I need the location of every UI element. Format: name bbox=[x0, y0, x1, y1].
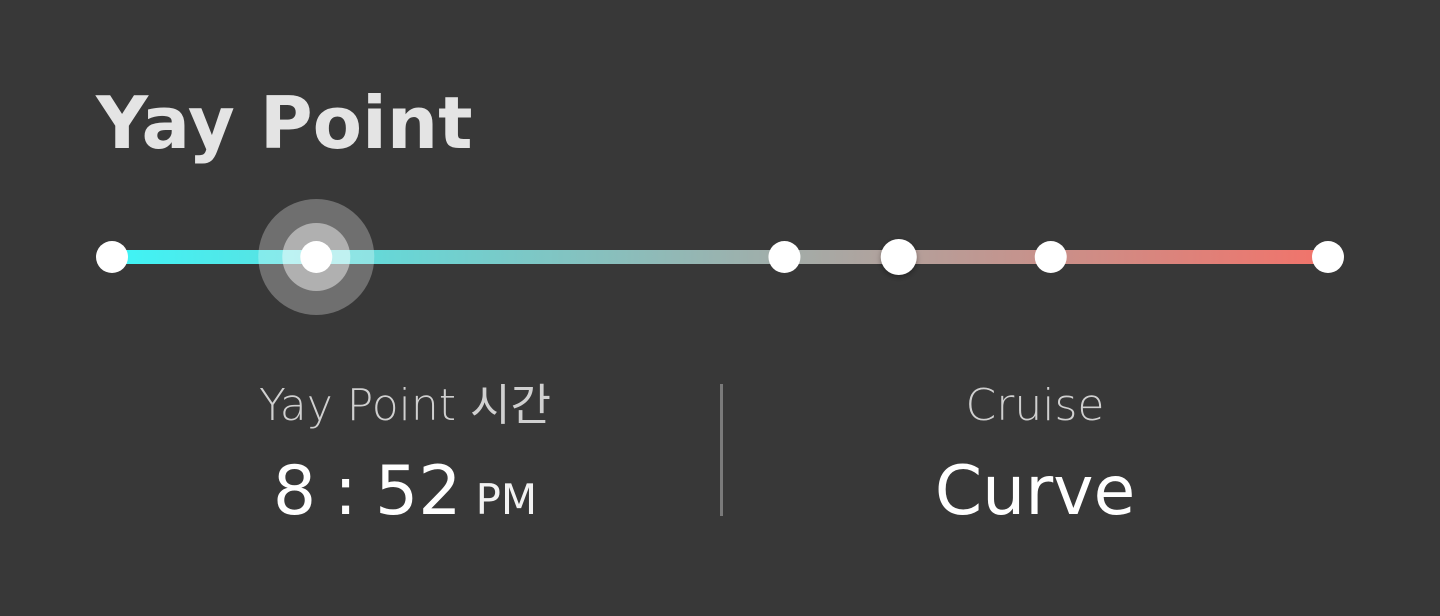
timeline-node-6[interactable] bbox=[1312, 241, 1344, 273]
timeline-node-4[interactable] bbox=[880, 239, 917, 275]
yay-point-time-label: Yay Point 시간 bbox=[258, 380, 551, 431]
info-divider bbox=[720, 384, 723, 516]
yay-point-time-block: Yay Point 시간 8:52 PM bbox=[200, 376, 610, 540]
timeline-node-3[interactable] bbox=[768, 241, 801, 273]
selected-node-dot[interactable] bbox=[300, 241, 333, 273]
time-ampm: PM bbox=[475, 475, 538, 524]
time-hour: 8 bbox=[272, 452, 317, 531]
page-title: Yay Point bbox=[96, 81, 473, 165]
cruise-block: Cruise Curve bbox=[840, 376, 1230, 532]
time-minute: 52 bbox=[375, 452, 462, 531]
cruise-value: Curve bbox=[934, 452, 1136, 531]
cruise-label: Cruise bbox=[965, 380, 1105, 431]
timeline-track[interactable] bbox=[112, 250, 1328, 264]
yay-point-timeline[interactable] bbox=[0, 0, 1440, 340]
timeline-node-5[interactable] bbox=[1034, 241, 1067, 273]
yay-point-time-value: 8:52 PM bbox=[200, 452, 610, 540]
timeline-graphic[interactable] bbox=[0, 0, 1440, 340]
timeline-node-selected[interactable] bbox=[258, 199, 375, 315]
info-panel: Yay Point 시간 8:52 PM Cruise Curve bbox=[0, 360, 1440, 540]
timeline-node-1[interactable] bbox=[96, 241, 128, 273]
time-colon: : bbox=[334, 452, 358, 531]
